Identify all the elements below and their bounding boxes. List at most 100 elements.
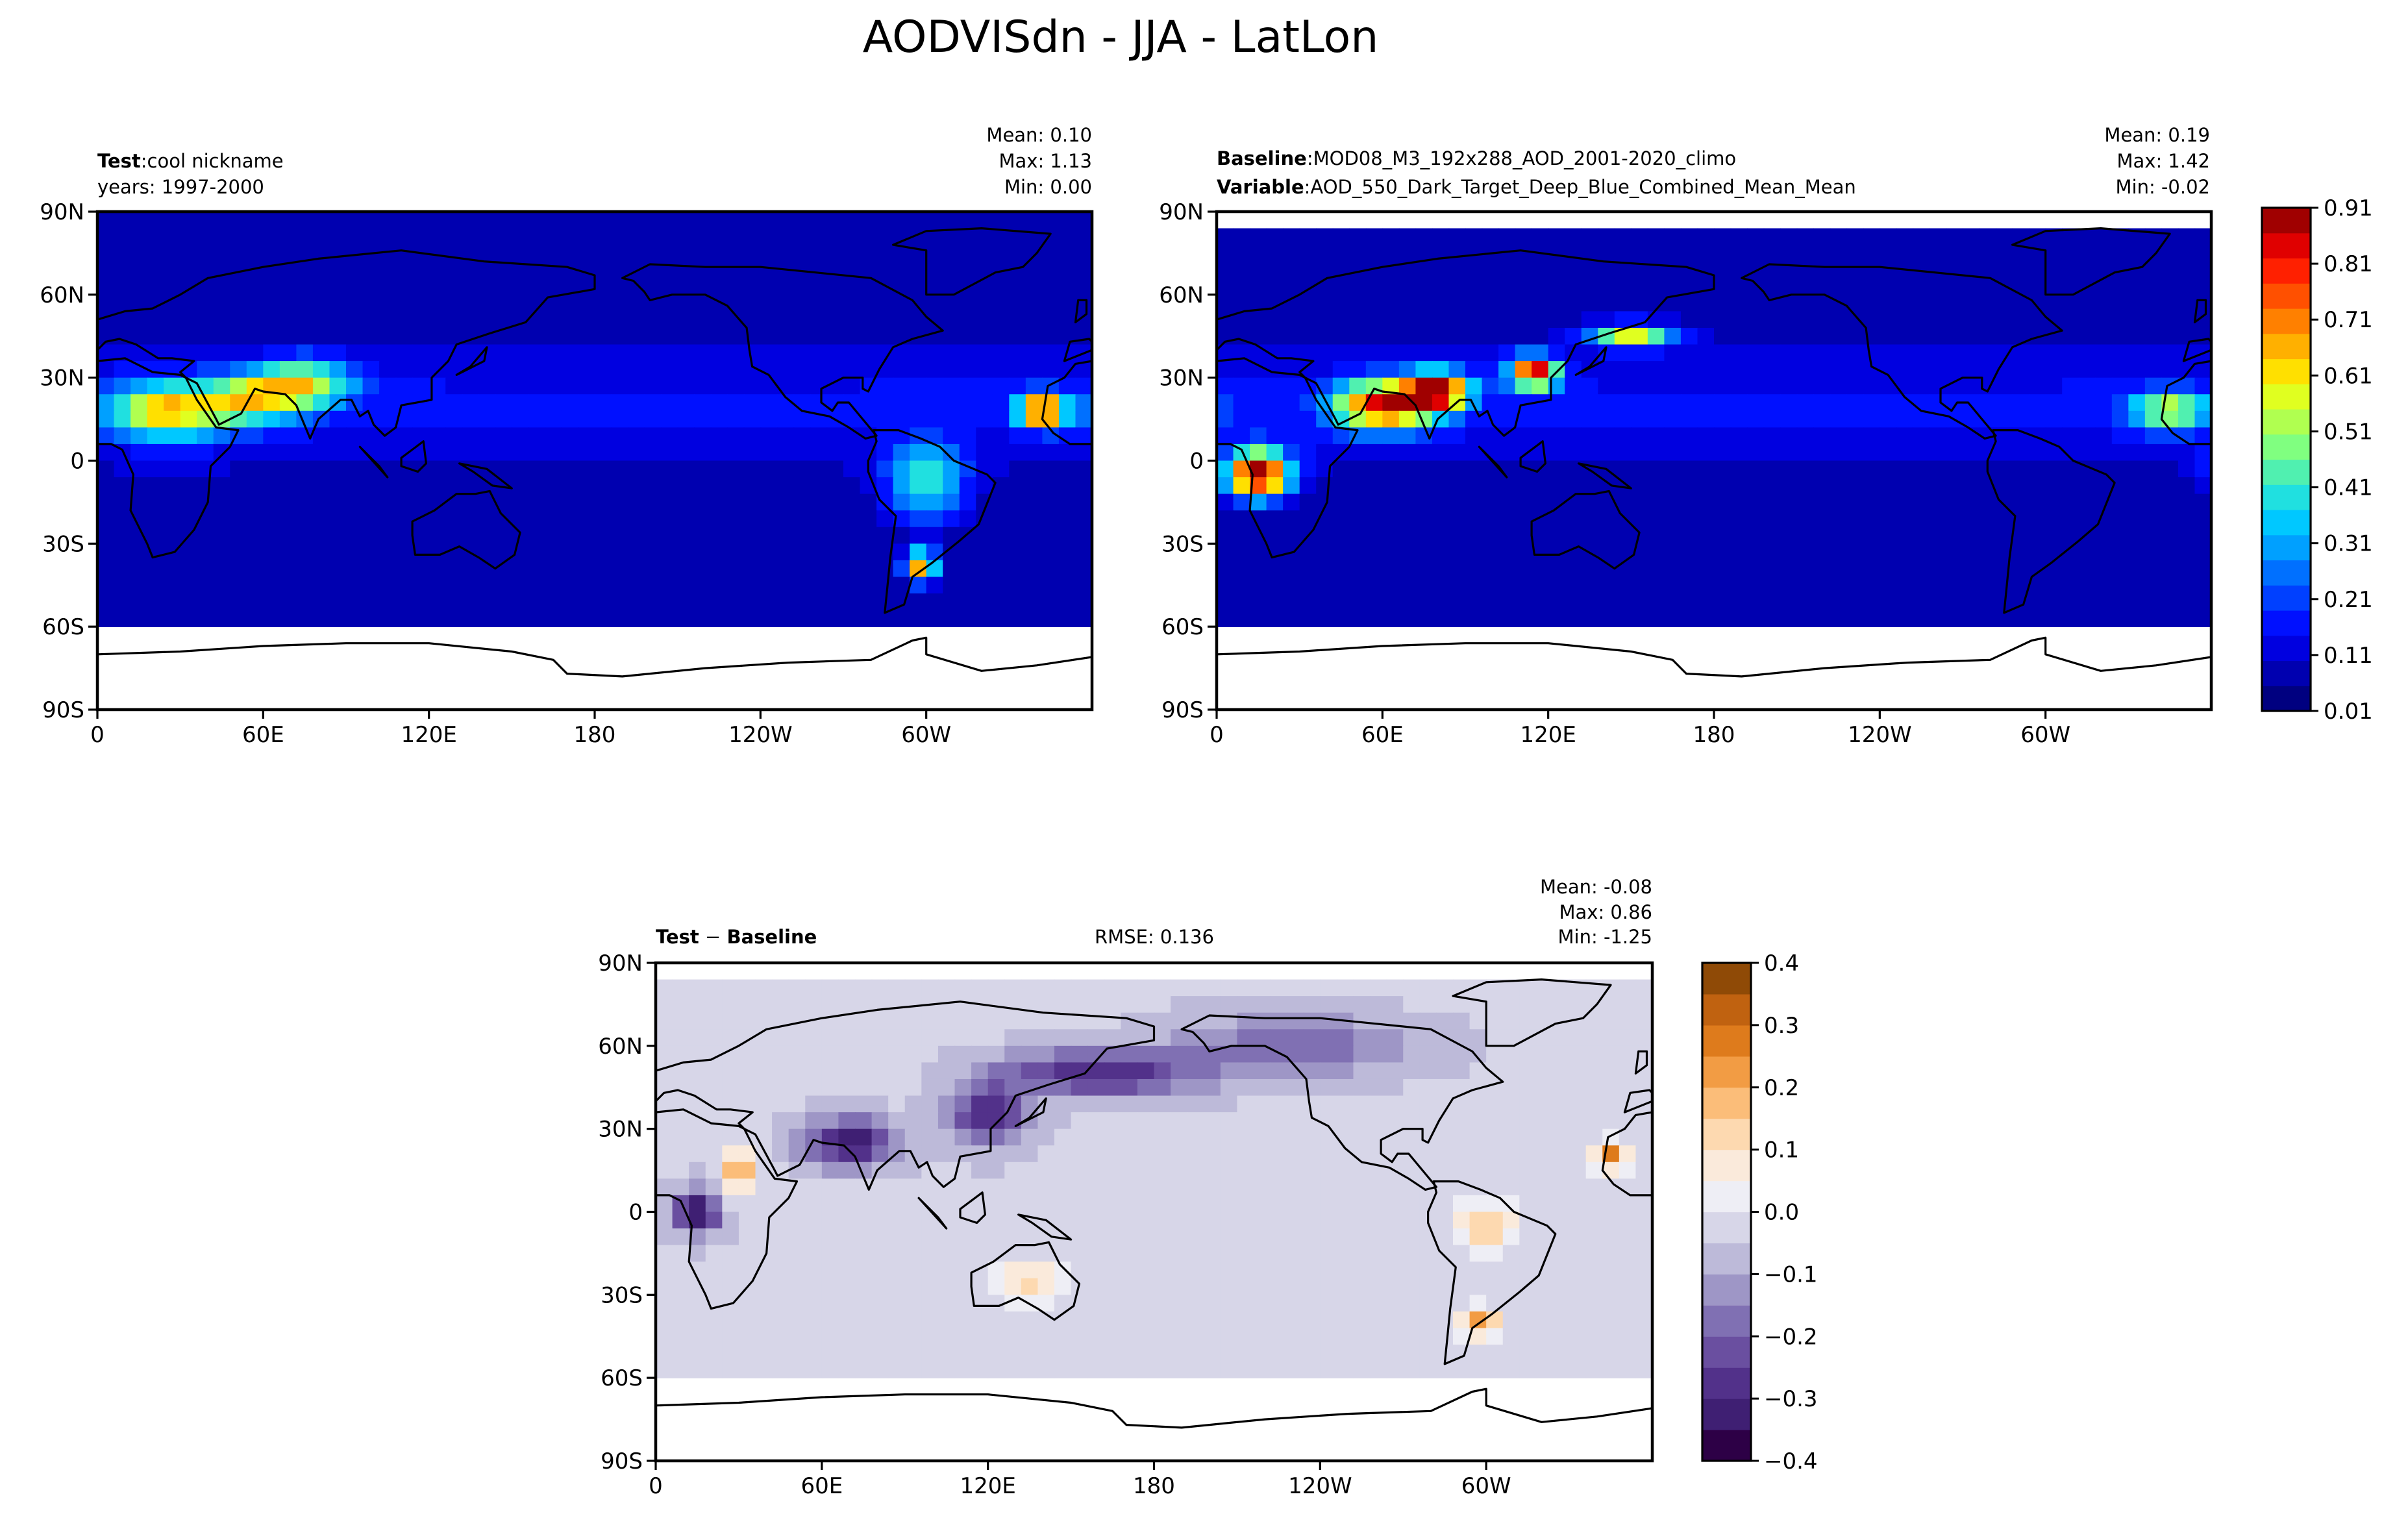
panel-test-map-cell [1058, 410, 1076, 429]
colorbar-main-swatch [2262, 610, 2311, 636]
panel-test-map-cell [197, 245, 214, 262]
panel-diff-map-cell [1071, 1162, 1088, 1180]
panel-diff-map-cell [1021, 1361, 1039, 1378]
panel-baseline-map-cell [2062, 245, 2079, 262]
panel-baseline-map-cell [1979, 577, 1996, 594]
panel-test-map-cell [976, 311, 993, 329]
panel-baseline-map-cell [1448, 493, 1466, 511]
panel-diff-map-cell [1619, 1128, 1637, 1147]
panel-baseline-map-cell [1448, 361, 1466, 379]
panel-test-map-cell [776, 443, 795, 462]
panel-baseline-map-cell [1913, 361, 1930, 379]
panel-baseline-map-cell [1382, 311, 1400, 329]
panel-test-map-cell [495, 261, 513, 279]
panel-test-map-cell [312, 443, 330, 462]
panel-baseline-map-cell [2095, 394, 2113, 412]
panel-diff-map-cell [1037, 1178, 1055, 1196]
panel-baseline-map-cell [1780, 527, 1798, 545]
panel-baseline-map-cell [2128, 278, 2146, 295]
panel-baseline-map-cell [1929, 278, 1947, 295]
panel-baseline-map-cell [1316, 228, 1334, 245]
panel-test-map-cell [793, 610, 811, 627]
panel-test-map-cell [379, 577, 397, 594]
panel-baseline-map-field [1217, 228, 2211, 627]
panel-diff-map-cell [705, 1029, 723, 1047]
panel-test-map-cell [478, 294, 496, 312]
panel-test-map-cell [97, 394, 115, 412]
panel-test-map-cell [362, 427, 380, 445]
panel-test-map-cell [312, 361, 330, 379]
panel-diff-map-cell [1104, 1012, 1122, 1030]
panel-diff-map-cell [1004, 1045, 1022, 1063]
panel-test-map-cell [992, 377, 1010, 395]
panel-baseline-map-cell [1647, 510, 1665, 528]
panel-baseline-map-cell [1680, 493, 1698, 511]
panel-baseline-map-cell [1283, 311, 1300, 329]
panel-test-map-cell [312, 477, 330, 495]
panel-diff-map-cell [1303, 1128, 1321, 1147]
panel-diff-map-cell [838, 979, 856, 997]
panel-diff-map-cell [1486, 1128, 1504, 1147]
panel-test-map-cell [628, 361, 645, 379]
panel-baseline-map-cell [1283, 443, 1300, 462]
panel-test-map-cell [595, 311, 612, 329]
panel-baseline-map-cell [1565, 410, 1582, 429]
panel-test-map-cell [1042, 377, 1060, 395]
panel-test-map-cell [992, 543, 1010, 561]
panel-diff-map-cell [1087, 979, 1105, 997]
panel-diff-map-cell [1535, 1195, 1554, 1213]
panel-diff-map-cell [1353, 1328, 1371, 1345]
panel-baseline-map-cell [1813, 361, 1831, 379]
panel-baseline-map-cell [1299, 261, 1317, 279]
panel-baseline-map-cell [1548, 510, 1565, 528]
panel-diff-map-cell [1171, 1162, 1188, 1180]
panel-test-map-cell [164, 394, 181, 412]
panel-baseline-map-cell [1979, 394, 1996, 412]
panel-test-map-cell [296, 294, 314, 312]
panel-test-map-cell [395, 443, 413, 462]
panel-baseline-map-cell [1283, 527, 1300, 545]
panel-diff-map-cell [722, 1045, 739, 1063]
panel-diff-map-cell [1585, 1245, 1604, 1262]
panel-diff-map-cell [1054, 1112, 1072, 1130]
panel-test-map-cell [694, 294, 712, 312]
panel-baseline-map-cell [1217, 361, 1234, 379]
panel-test-map-cell [776, 377, 795, 395]
panel-test-map-cell [810, 311, 828, 329]
panel-diff-map-cell [1287, 1361, 1304, 1378]
panel-diff-map-cell [1220, 1361, 1238, 1378]
panel-diff-map-cell [772, 1278, 789, 1296]
panel-baseline-map-cell [1880, 577, 1897, 594]
panel-diff-map-cell [656, 1178, 673, 1196]
panel-baseline-map-cell [1763, 427, 1781, 445]
panel-baseline-map-cell [2111, 593, 2129, 611]
panel-test-map-cell [1075, 410, 1092, 429]
panel-baseline-map-coastline [1217, 249, 1715, 440]
panel-baseline-map-cell [1332, 344, 1350, 362]
panel-test-map-cell [495, 510, 513, 528]
panel-diff-map-cell [821, 1029, 839, 1047]
panel-diff-map-cell [1171, 1095, 1188, 1113]
panel-diff-map-cell [1552, 1162, 1570, 1180]
panel-baseline-map-cell [1217, 427, 1234, 445]
panel-diff-map-cell [1104, 1361, 1122, 1378]
panel-test-map-cell [810, 327, 828, 345]
panel-baseline-map-cell [1250, 577, 1267, 594]
panel-test-map-cell [1058, 327, 1076, 345]
panel-baseline-map-cell [1647, 460, 1665, 478]
panel-test-map-cell [943, 377, 960, 395]
panel-test-map-cell [661, 344, 678, 362]
panel-baseline-map-cell [1680, 344, 1698, 362]
panel-diff-map-cell [1204, 1228, 1221, 1246]
panel-baseline-title-line2: Variable:AOD_550_Dark_Target_Deep_Blue_C… [1217, 176, 1856, 198]
panel-diff-map-cell [1287, 979, 1304, 997]
panel-test-map-cell [478, 577, 496, 594]
panel-diff-map-cell [1204, 1112, 1221, 1130]
panel-baseline-map-cell [1963, 460, 1980, 478]
panel-diff-map-cell [1320, 1062, 1337, 1080]
panel-diff-map-cell [904, 1245, 923, 1262]
panel-diff-map-cell [1403, 1245, 1421, 1262]
panel-baseline-map-cell [2012, 543, 2029, 561]
panel-test-map-cell [743, 560, 762, 578]
panel-test-map-cell [528, 610, 546, 627]
